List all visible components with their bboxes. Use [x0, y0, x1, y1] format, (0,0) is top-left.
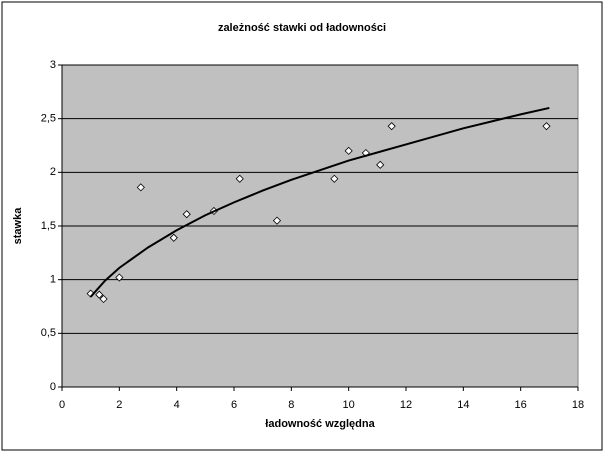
data-point — [136, 183, 145, 192]
data-point — [387, 122, 396, 131]
x-tick-label: 8 — [288, 399, 294, 411]
x-tick-label: 14 — [457, 399, 469, 411]
x-tick-label: 16 — [515, 399, 527, 411]
data-point — [235, 174, 244, 183]
x-tick-label: 6 — [231, 399, 237, 411]
y-tick-label: 0 — [50, 381, 56, 393]
x-tick-label: 4 — [174, 399, 180, 411]
y-tick-label: 1 — [50, 274, 56, 286]
data-point — [95, 290, 104, 299]
x-tick-label: 18 — [572, 399, 584, 411]
y-tick-label: 1,5 — [41, 220, 56, 232]
trend-line — [89, 106, 550, 298]
y-tick-label: 2,5 — [41, 113, 56, 125]
x-axis-label: ładowność względna — [265, 418, 375, 430]
data-point — [115, 273, 124, 282]
data-point — [376, 160, 385, 169]
data-point — [169, 233, 178, 242]
x-tick-label: 12 — [400, 399, 412, 411]
chart-title: zależność stawki od ładowności — [218, 22, 386, 34]
x-tick-label: 10 — [343, 399, 355, 411]
data-point — [542, 122, 551, 131]
y-tick-label: 2 — [50, 166, 56, 178]
data-point — [344, 146, 353, 155]
data-point — [272, 216, 282, 225]
x-tick-label: 0 — [59, 399, 65, 411]
y-tick-label: 0,5 — [41, 327, 56, 339]
y-tick-label: 3 — [50, 59, 56, 71]
y-axis-label: stawka — [12, 207, 24, 245]
x-tick-label: 2 — [116, 399, 122, 411]
data-point — [182, 210, 191, 219]
data-point — [330, 174, 339, 183]
data-point — [99, 294, 108, 304]
